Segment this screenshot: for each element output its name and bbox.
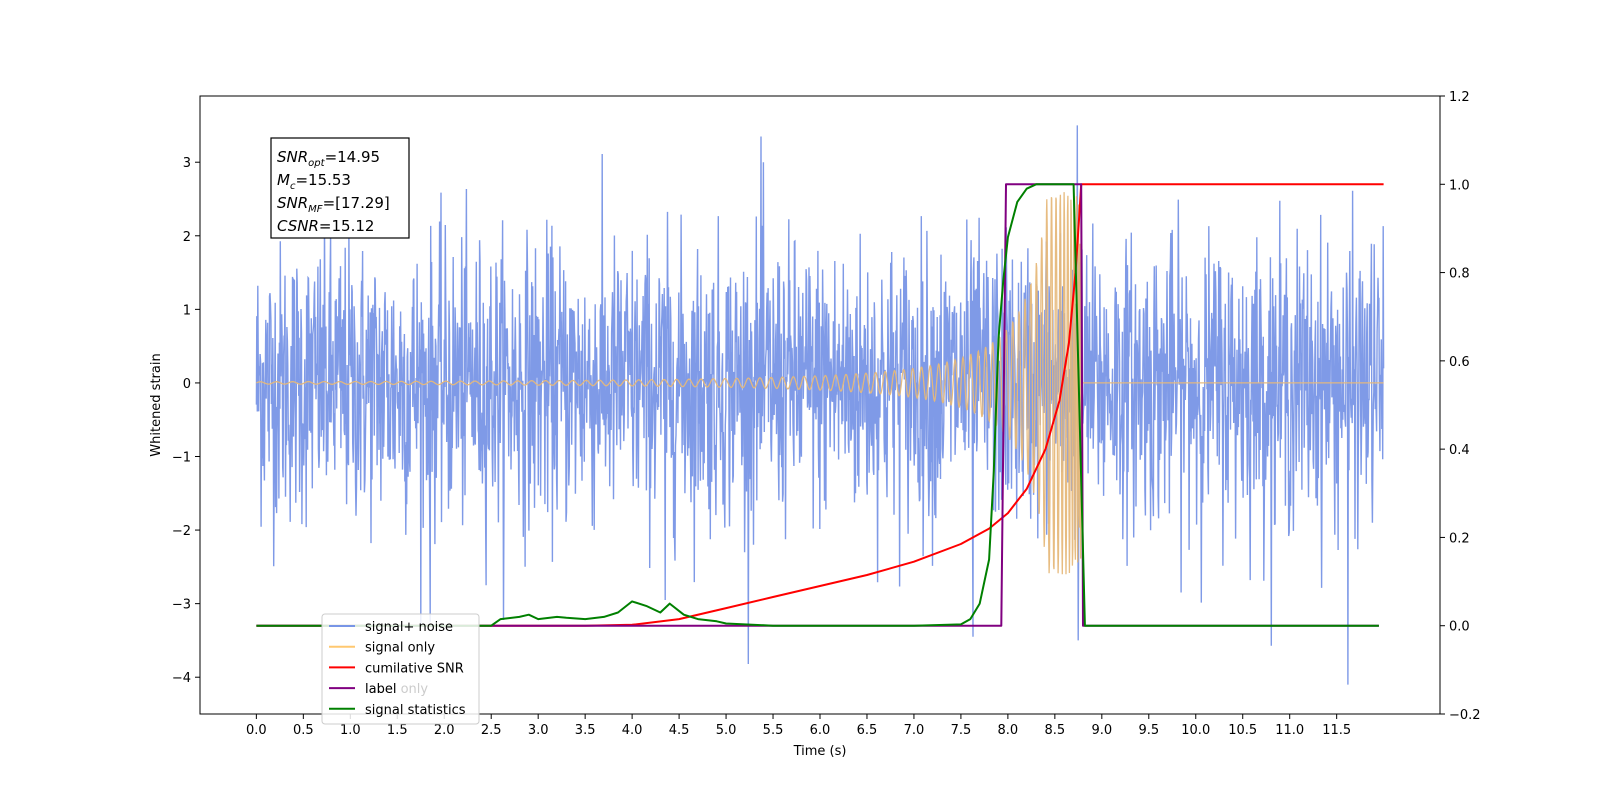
y-tick-label: 1 xyxy=(183,303,191,318)
x-tick-label: 4.5 xyxy=(669,723,690,738)
series-line-signal-noise xyxy=(255,125,1385,685)
x-tick-label: 9.0 xyxy=(1091,723,1112,738)
x-tick-label: 11.5 xyxy=(1322,723,1351,738)
x-tick-label: 10.5 xyxy=(1228,723,1257,738)
y-axis-right: −0.2 0.0 0.2 0.4 0.6 0.8 1.0 1.2 xyxy=(1440,90,1481,723)
y-tick-label: −2 xyxy=(172,524,191,539)
y2-tick-label: 1.0 xyxy=(1449,178,1470,193)
y-tick-label: 3 xyxy=(183,156,191,171)
x-tick-label: 1.5 xyxy=(387,723,408,738)
x-tick-label: 10.0 xyxy=(1181,723,1210,738)
x-tick-label: 7.0 xyxy=(904,723,925,738)
x-tick-label: 2.5 xyxy=(481,723,502,738)
annotation-symbol: M xyxy=(277,171,290,189)
y2-tick-label: 0.8 xyxy=(1449,267,1470,282)
y2-tick-label: 0.6 xyxy=(1449,355,1470,370)
x-tick-label: 3.0 xyxy=(528,723,549,738)
y2-tick-label: 0.2 xyxy=(1449,531,1470,546)
annotation-value: =14.95 xyxy=(325,148,381,166)
y-axis-left: −4 −3 −2 −1 0 1 2 3 xyxy=(172,156,200,686)
annotation-symbol: SNR xyxy=(277,194,308,212)
x-tick-label: 6.0 xyxy=(810,723,831,738)
x-tick-label: 8.0 xyxy=(998,723,1019,738)
series-line-signal-statistics xyxy=(256,183,1379,627)
x-tick-label: 6.5 xyxy=(857,723,878,738)
annotation-value: =15.53 xyxy=(295,171,351,189)
y2-tick-label: 0.4 xyxy=(1449,443,1470,458)
y2-tick-label: −0.2 xyxy=(1449,708,1481,723)
x-tick-label: 7.5 xyxy=(951,723,972,738)
y-tick-label: 2 xyxy=(183,230,191,245)
y-tick-label: 0 xyxy=(183,377,191,392)
x-tick-label: 2.0 xyxy=(434,723,455,738)
y-tick-label: −3 xyxy=(172,598,191,613)
annotation-symbol: SNR xyxy=(277,148,308,166)
legend-label: label xyxy=(365,682,396,697)
legend-label: signal statistics xyxy=(365,703,466,718)
y2-tick-label: 0.0 xyxy=(1449,620,1470,635)
y-tick-label: −1 xyxy=(172,451,191,466)
legend-label: signal+ noise xyxy=(365,620,453,635)
annotation-box: SNRopt=14.95Mc=15.53SNRMF=[17.29]CSNR=15… xyxy=(270,137,410,239)
x-tick-label: 8.5 xyxy=(1045,723,1066,738)
x-axis: 0.0 0.5 1.0 1.5 2.0 2.5 3.0 3.5 4.0 4.5 5.0 5.5 6.0 6… xyxy=(246,714,1351,738)
x-tick-label: 3.5 xyxy=(575,723,596,738)
plot-area xyxy=(255,125,1385,685)
annotation-line: SNRopt=14.95 xyxy=(277,148,380,169)
series-line-cumilative-snr xyxy=(256,183,1384,627)
annotation-subscript: c xyxy=(290,181,296,192)
x-tick-label: 11.0 xyxy=(1275,723,1304,738)
x-tick-label: 5.0 xyxy=(716,723,737,738)
annotation-value: =[17.29] xyxy=(323,194,390,212)
y-tick-label: −4 xyxy=(172,671,191,686)
y-axis-label: Whitened strain xyxy=(149,353,164,456)
x-tick-label: 1.0 xyxy=(340,723,361,738)
legend: label only signal+ noise signal only cumila… xyxy=(321,613,480,725)
y2-tick-label: 1.2 xyxy=(1449,90,1470,105)
legend-label: cumilative SNR xyxy=(365,661,464,676)
series-line-signal-only xyxy=(256,192,1384,575)
x-axis-label: Time (s) xyxy=(793,744,847,759)
legend-frame xyxy=(321,613,480,725)
x-tick-label: 5.5 xyxy=(763,723,784,738)
x-tick-label: 0.5 xyxy=(293,723,314,738)
annotation-symbol: CSNR xyxy=(277,217,319,235)
annotation-line: SNRMF=[17.29] xyxy=(277,194,390,215)
annotation-line: Mc=15.53 xyxy=(277,171,351,192)
legend-overlap-text: label only xyxy=(365,682,428,697)
legend-label: signal only xyxy=(365,641,435,656)
annotation-line: CSNR=15.12 xyxy=(277,217,374,235)
x-tick-label: 0.0 xyxy=(246,723,267,738)
x-tick-label: 4.0 xyxy=(622,723,643,738)
x-tick-label: 9.5 xyxy=(1138,723,1159,738)
annotation-subscript: opt xyxy=(308,158,325,169)
annotation-frame xyxy=(270,137,410,239)
annotation-subscript: MF xyxy=(308,204,323,215)
annotation-value: =15.12 xyxy=(319,217,375,235)
